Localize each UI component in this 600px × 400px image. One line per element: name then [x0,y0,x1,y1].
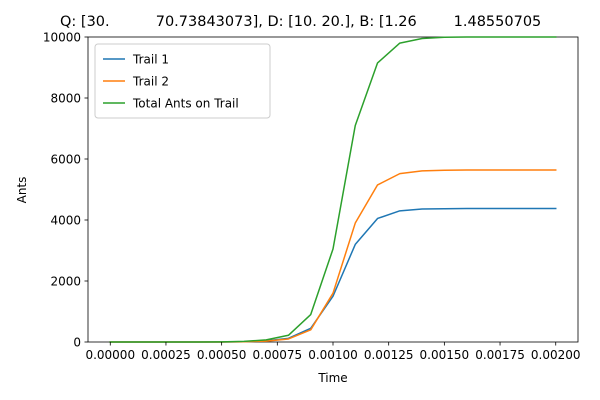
legend-label: Trail 1 [132,52,169,66]
x-tick-label: 0.00150 [420,348,470,362]
x-axis-label: Time [317,371,347,385]
legend: Trail 1 Trail 2 Total Ants on Trail [94,43,271,119]
y-tick-label: 10000 [43,30,81,44]
y-axis-label: Ants [15,177,29,204]
x-tick-label: 0.00075 [253,348,303,362]
x-tick-label: 0.00050 [197,348,247,362]
chart-title: Q: [30. 70.73843073], D: [10. 20.], B: [… [60,14,541,30]
y-tick-label: 0 [73,335,81,349]
x-tick-label: 0.00125 [364,348,414,362]
x-tick-label: 0.00200 [531,348,581,362]
y-axis: 0 2000 4000 6000 8000 10000 [43,30,88,349]
series-line-3 [109,36,557,343]
x-tick-label: 0.00175 [475,348,525,362]
x-axis: 0.00000 0.00025 0.00050 0.00075 0.00100 0.001… [85,342,581,362]
x-tick-label: 0.00000 [85,348,135,362]
x-tick-label: 0.00100 [308,348,358,362]
series-lines [109,36,557,343]
y-tick-label: 4000 [50,213,81,227]
legend-label: Total Ants on Trail [132,96,239,110]
legend-box [94,43,271,119]
legend-label: Trail 2 [132,74,169,88]
x-tick-label: 0.00025 [141,348,191,362]
y-tick-label: 6000 [50,152,81,166]
y-tick-label: 2000 [50,274,81,288]
y-tick-label: 8000 [50,91,81,105]
